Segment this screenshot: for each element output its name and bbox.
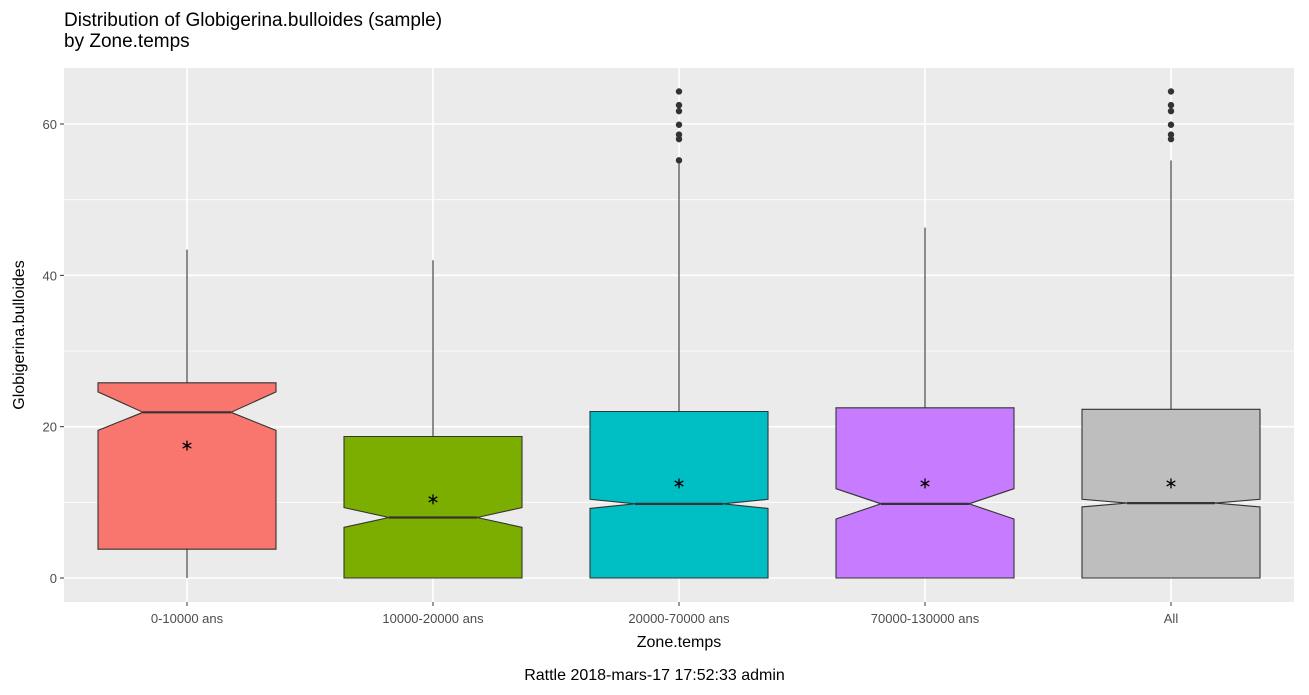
y-axis: 0 20 40 60 [43,117,64,586]
outlier-point [675,121,683,128]
box-group [97,249,277,578]
outlier-point [675,101,683,109]
y-tick-label: 60 [43,117,57,132]
notched-box [589,410,769,579]
x-axis-label: Zone.temps [637,634,721,651]
mean-marker [428,494,438,505]
notched-box [835,407,1015,579]
box-group [343,260,523,579]
notched-box [97,382,277,550]
mean-marker-stroke [674,480,684,487]
x-tick-label: All [1164,611,1179,626]
mean-marker [674,478,684,489]
outlier-point [675,135,683,143]
outlier-point [675,131,683,138]
chart-caption: Rattle 2018-mars-17 17:52:33 admin [524,667,785,684]
chart-title-line-2: by Zone.temps [64,31,190,52]
x-tick-label: 0-10000 ans [151,611,224,626]
notched-box [343,435,523,579]
box-group [835,227,1015,579]
y-tick-label: 20 [43,420,57,435]
outlier-point [1167,107,1175,115]
outlier-point [675,157,683,164]
outlier-point [1167,135,1175,143]
mean-marker-stroke [1166,480,1176,487]
mean-marker-stroke [428,496,438,503]
x-tick-label: 20000-70000 ans [628,611,730,626]
boxes-layer [97,88,1261,579]
y-axis-label: Globigerina.bulloides [11,260,28,409]
mean-marker-stroke [182,442,192,449]
box-group [1081,88,1261,579]
outlier-point [1167,131,1175,138]
x-tick-label: 70000-130000 ans [871,611,980,626]
outlier-point [675,107,683,115]
outlier-point [1167,121,1175,128]
x-axis: 0-10000 ans 10000-20000 ans 20000-70000 an… [151,602,1178,626]
mean-marker [920,478,930,489]
x-tick-label: 10000-20000 ans [382,611,484,626]
y-tick-label: 0 [50,571,57,586]
y-tick-label: 40 [43,268,57,283]
mean-marker [182,440,192,451]
mean-marker [1166,478,1176,489]
mean-marker-stroke [920,480,930,487]
notched-box [1081,408,1261,579]
outlier-point [1167,88,1175,95]
chart-title-line-1: Distribution of Globigerina.bulloides (s… [64,10,443,31]
outlier-point [1167,101,1175,109]
box-group [589,88,769,579]
outlier-point [675,88,683,95]
